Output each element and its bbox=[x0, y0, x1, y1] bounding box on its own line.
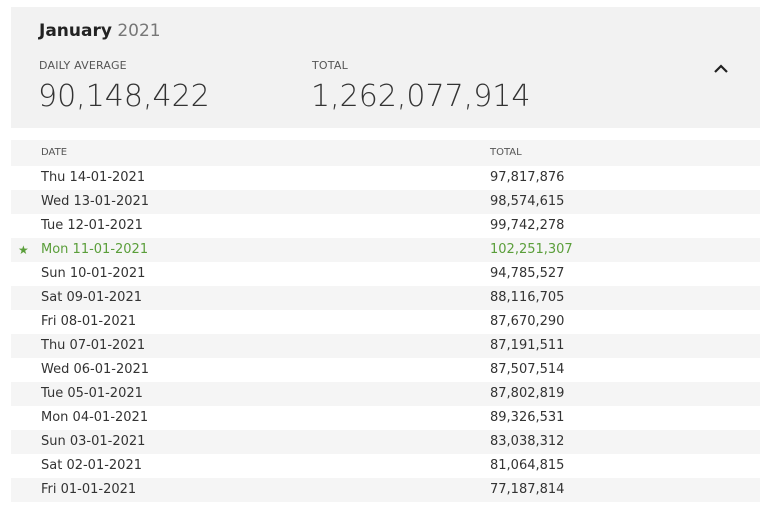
total-cell: 98,574,615 bbox=[490, 194, 565, 209]
table-row: Sat 09-01-2021 88,116,705 bbox=[11, 286, 760, 310]
total-cell: 87,802,819 bbox=[490, 386, 565, 401]
column-header: TOTAL bbox=[490, 147, 522, 158]
table-row: Sun 10-01-2021 94,785,527 bbox=[11, 262, 760, 286]
total-cell: 89,326,531 bbox=[490, 410, 565, 425]
total-cell: 99,742,278 bbox=[490, 218, 565, 233]
table-row: Wed 13-01-2021 98,574,615 bbox=[11, 190, 760, 214]
table-row: Fri 01-01-2021 77,187,814 bbox=[11, 478, 760, 502]
date-cell: Tue 05-01-2021 bbox=[41, 386, 143, 401]
total-label: TOTAL bbox=[312, 59, 348, 72]
total-cell: 97,817,876 bbox=[490, 170, 565, 185]
total-cell: 94,785,527 bbox=[490, 266, 565, 281]
total-cell: 77,187,814 bbox=[490, 482, 565, 497]
daily-average-value: 90,148,422 bbox=[38, 79, 210, 114]
table-row: Thu 07-01-2021 87,191,511 bbox=[11, 334, 760, 358]
date-cell: Wed 13-01-2021 bbox=[41, 194, 150, 209]
date-cell: Thu 07-01-2021 bbox=[41, 338, 146, 353]
date-cell: Thu 14-01-2021 bbox=[41, 170, 146, 185]
date-cell: Mon 11-01-2021 bbox=[41, 242, 149, 257]
daily-table: DATE TOTAL Thu 14-01-2021 97,817,876 Wed 1… bbox=[11, 140, 760, 502]
year: 2021 bbox=[117, 21, 161, 41]
collapse-button[interactable] bbox=[711, 59, 731, 77]
title: January 2021 bbox=[39, 21, 161, 41]
date-cell: Sat 02-01-2021 bbox=[41, 458, 142, 473]
table-row: Mon 04-01-2021 89,326,531 bbox=[11, 406, 760, 430]
total-value: 1,262,077,914 bbox=[311, 79, 531, 114]
column-header: DATE bbox=[41, 147, 68, 158]
total-cell: 83,038,312 bbox=[490, 434, 565, 449]
month: January bbox=[39, 21, 112, 41]
table-row: Tue 05-01-2021 87,802,819 bbox=[11, 382, 760, 406]
date-cell: Sun 03-01-2021 bbox=[41, 434, 146, 449]
date-cell: Wed 06-01-2021 bbox=[41, 362, 150, 377]
date-cell: Mon 04-01-2021 bbox=[41, 410, 149, 425]
daily-average-label: DAILY AVERAGE bbox=[39, 59, 127, 72]
date-cell: Sun 10-01-2021 bbox=[41, 266, 146, 281]
total-cell: 88,116,705 bbox=[490, 290, 565, 305]
total-cell: 87,191,511 bbox=[490, 338, 565, 353]
chevron-icon bbox=[714, 64, 728, 73]
total-cell: 81,064,815 bbox=[490, 458, 565, 473]
total-cell: 87,670,290 bbox=[490, 314, 565, 329]
date-cell: Tue 12-01-2021 bbox=[41, 218, 143, 233]
table-row: Sun 03-01-2021 83,038,312 bbox=[11, 430, 760, 454]
date-cell: Fri 08-01-2021 bbox=[41, 314, 137, 329]
table-row: ★ Mon 11-01-2021 102,251,307 bbox=[11, 238, 760, 262]
star-icon: ★ bbox=[18, 243, 29, 257]
table-row: Wed 06-01-2021 87,507,514 bbox=[11, 358, 760, 382]
table-row: Sat 02-01-2021 81,064,815 bbox=[11, 454, 760, 478]
table-row: Tue 12-01-2021 99,742,278 bbox=[11, 214, 760, 238]
table-row: Thu 14-01-2021 97,817,876 bbox=[11, 166, 760, 190]
table-row: Fri 08-01-2021 87,670,290 bbox=[11, 310, 760, 334]
total-cell: 102,251,307 bbox=[490, 242, 573, 257]
summary-panel: January 2021 DAILY AVERAGE 90,148,422 TO… bbox=[11, 7, 760, 128]
total-cell: 87,507,514 bbox=[490, 362, 565, 377]
date-cell: Fri 01-01-2021 bbox=[41, 482, 137, 497]
date-cell: Sat 09-01-2021 bbox=[41, 290, 142, 305]
table-header: DATE TOTAL bbox=[11, 140, 760, 166]
